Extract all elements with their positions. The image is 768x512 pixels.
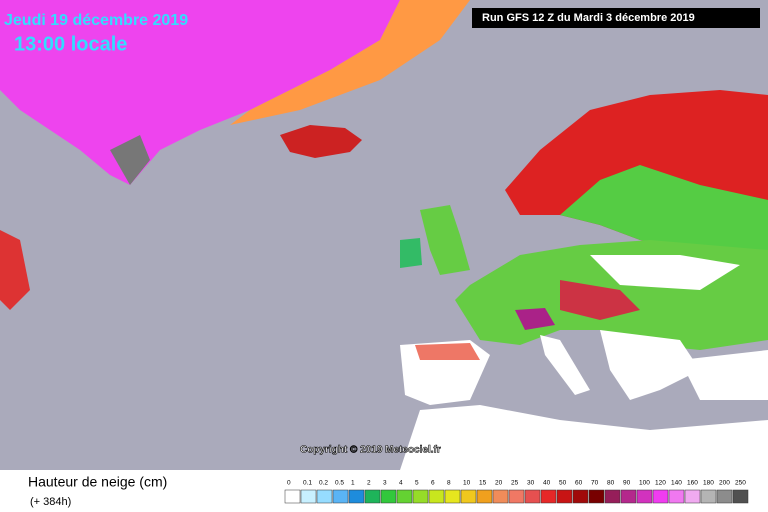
legend-label: 140 (671, 480, 682, 487)
run-box (472, 8, 760, 28)
legend-swatch (604, 489, 621, 504)
date: Jeudi 19 décembre 2019 (4, 12, 188, 29)
north-africa (400, 405, 768, 470)
legend-label: 30 (527, 480, 535, 487)
legend-label: 50 (559, 480, 567, 487)
legend-swatch (620, 489, 637, 504)
greenland-south (110, 135, 150, 185)
legend-label: 160 (687, 480, 698, 487)
legend-swatch (476, 489, 493, 504)
legend-swatch (524, 489, 541, 504)
legend-swatch (460, 489, 477, 504)
legend-swatch (508, 489, 525, 504)
legend-swatch (684, 489, 701, 504)
legend-label: 80 (607, 480, 615, 487)
legend-swatch (380, 489, 397, 504)
legend-swatch (428, 489, 445, 504)
snow-east (590, 255, 740, 290)
run: Run GFS 12 Z du Mardi 3 décembre 2019 (482, 12, 695, 24)
labrador (0, 230, 30, 310)
legend-swatch (732, 489, 749, 504)
legend-swatch (444, 489, 461, 504)
legend-swatch (556, 489, 573, 504)
legend-label: 10 (463, 480, 471, 487)
baltic-land (560, 165, 768, 260)
legend-label: 6 (431, 480, 435, 487)
legend-swatch (636, 489, 653, 504)
legend-label: 90 (623, 480, 631, 487)
legend-label: 100 (639, 480, 650, 487)
turkey (680, 350, 768, 400)
greenland-coast (230, 0, 470, 125)
lead-time: (+ 384h) (30, 496, 71, 508)
legend-label: 4 (399, 480, 403, 487)
copyright: Copyright © 2019 Meteociel.fr (300, 445, 441, 456)
greenland (0, 0, 400, 185)
legend-label: 2 (367, 480, 371, 487)
ireland (400, 238, 422, 268)
legend-label: 200 (719, 480, 730, 487)
legend-swatch (588, 489, 605, 504)
legend-label: 1 (351, 480, 355, 487)
legend-label: 40 (543, 480, 551, 487)
legend-swatch (332, 489, 349, 504)
time: 13:00 locale (14, 33, 127, 55)
legend-label: 70 (591, 480, 599, 487)
legend: 0 0.1 0.2 0.5 1 2 3 4 5 6 8 10 15 20 25 30 40 50 60 70 80 90 1… (284, 480, 749, 504)
legend-label: 250 (735, 480, 746, 487)
legend-label: 8 (447, 480, 451, 487)
legend-swatch (700, 489, 717, 504)
italy (540, 335, 590, 395)
legend-swatch (316, 489, 333, 504)
legend-label: 0.1 (303, 480, 312, 487)
legend-swatch (652, 489, 669, 504)
legend-label: 0 (287, 480, 291, 487)
legend-label: 0.5 (335, 480, 344, 487)
legend-swatch (716, 489, 733, 504)
legend-label: 3 (383, 480, 387, 487)
legend-label: 15 (479, 480, 487, 487)
iceland (280, 125, 362, 158)
balkans (600, 330, 700, 400)
legend-swatch (364, 489, 381, 504)
pyrenees (415, 343, 480, 360)
legend-label: 25 (511, 480, 519, 487)
legend-swatch (348, 489, 365, 504)
legend-label: 5 (415, 480, 419, 487)
legend-label: 180 (703, 480, 714, 487)
britain (420, 205, 470, 275)
legend-label: 20 (495, 480, 503, 487)
legend-label: 0.2 (319, 480, 328, 487)
alps-east (560, 280, 640, 320)
legend-label: 120 (655, 480, 666, 487)
legend-swatch (572, 489, 589, 504)
legend-label: 60 (575, 480, 583, 487)
legend-swatch (540, 489, 557, 504)
legend-title: Hauteur de neige (cm) (28, 474, 167, 490)
legend-swatch (300, 489, 317, 504)
legend-swatch (396, 489, 413, 504)
legend-swatch (668, 489, 685, 504)
legend-swatch (412, 489, 429, 504)
legend-swatch (284, 489, 301, 504)
alps-west (515, 308, 555, 330)
legend-swatch (492, 489, 509, 504)
